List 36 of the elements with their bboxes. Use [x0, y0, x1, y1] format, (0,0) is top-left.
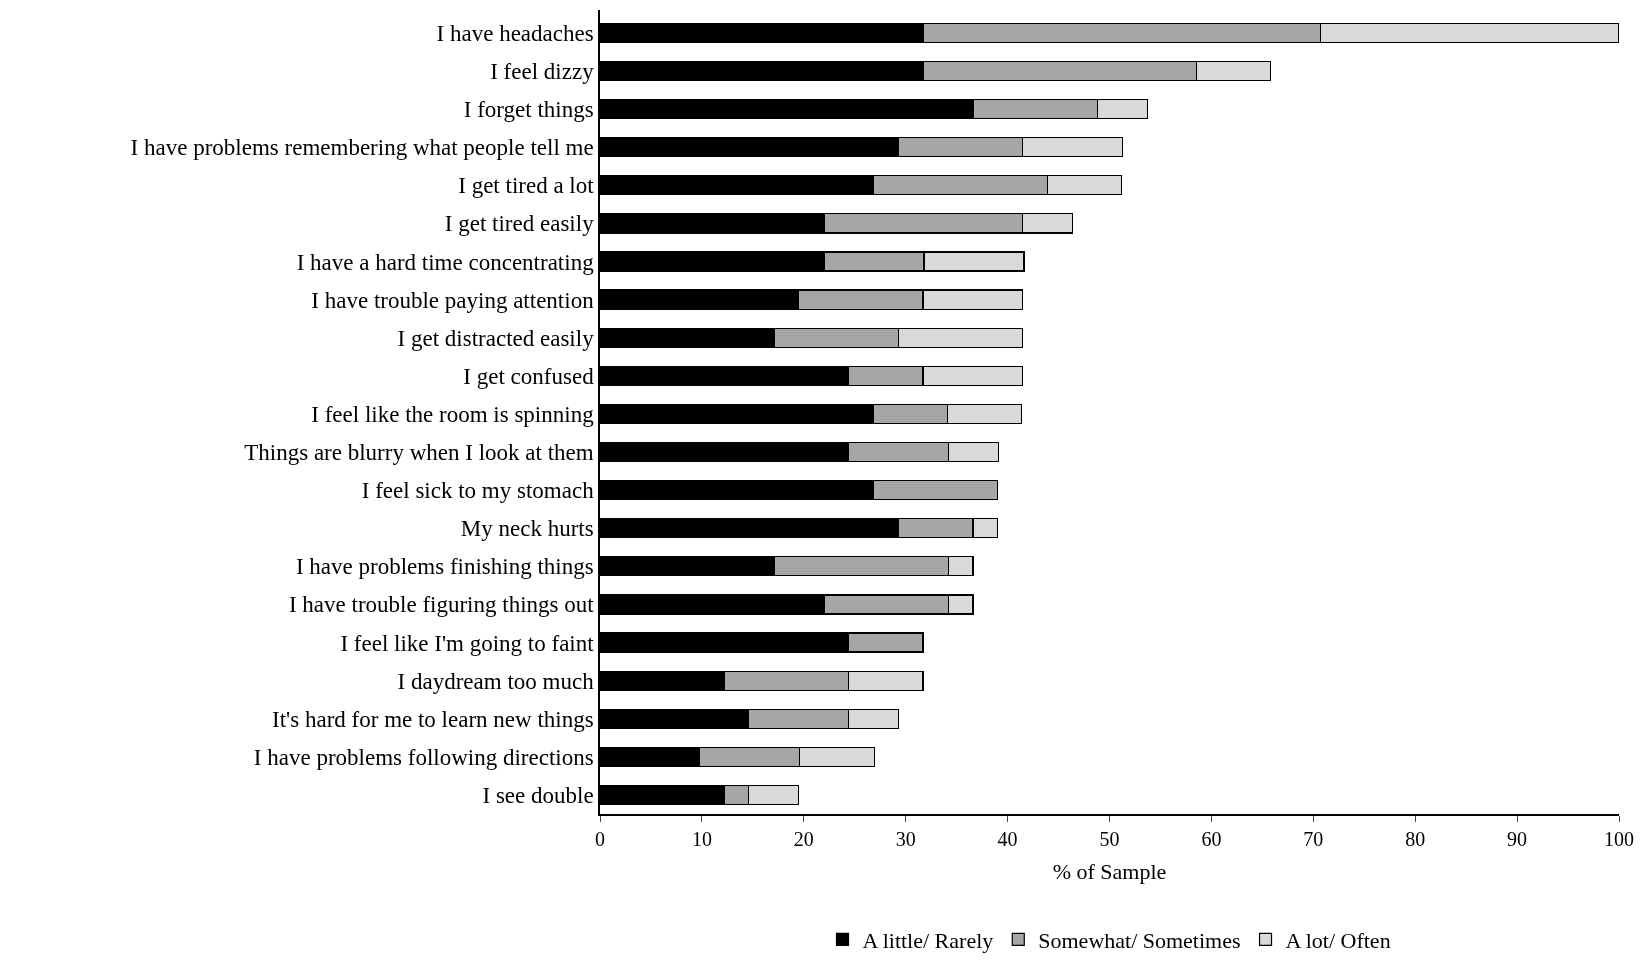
legend-label: Somewhat/ Sometimes [1038, 927, 1241, 953]
y-tick-label: I have trouble figuring things out [288, 592, 595, 618]
y-tick-label: I feel dizzy [490, 59, 595, 85]
y-tick-label: I feel sick to my stomach [361, 478, 595, 504]
x-tick-label: 70 [1303, 827, 1324, 850]
x-tick-label: 30 [895, 827, 916, 850]
y-tick-label: I forget things [463, 97, 594, 123]
x-tick-label: 90 [1507, 827, 1528, 850]
y-tick-label: I have a hard time concentrating [296, 249, 595, 275]
y-tick-label: I have problems following directions [253, 744, 594, 770]
y-tick-label: I get confused [463, 363, 595, 389]
y-tick-label: I have headaches [436, 20, 594, 46]
y-tick-label: I feel like I'm going to faint [340, 630, 595, 656]
y-tick-label: I see double [482, 783, 594, 808]
y-tick-label: It's hard for me to learn new things [272, 706, 594, 732]
x-tick-label: 100 [1604, 827, 1634, 850]
y-tick-label: I feel like the room is spinning [311, 401, 595, 427]
y-tick-label: I get distracted easily [397, 325, 595, 351]
y-tick-label: I have problems remembering what people tell me [130, 135, 594, 161]
legend-label: A lot/ Often [1285, 927, 1391, 953]
y-tick-label: I daydream too much [397, 668, 595, 694]
x-tick-label: 80 [1405, 827, 1426, 850]
y-tick-label: I have trouble paying attention [311, 287, 595, 313]
x-tick-label: 0 [595, 827, 605, 850]
x-tick-label: 10 [691, 827, 712, 850]
y-tick-label: I get tired easily [444, 211, 595, 237]
x-tick-label: 60 [1201, 827, 1222, 850]
x-tick-label: 20 [793, 827, 814, 850]
y-tick-label: I have problems finishing things [295, 554, 594, 580]
x-tick-label: 40 [997, 827, 1018, 850]
x-axis-title: % of Sample [1052, 859, 1167, 885]
x-tick-label: 50 [1099, 827, 1120, 850]
legend-label: A little/ Rarely [862, 927, 994, 953]
y-tick-label: I get tired a lot [458, 173, 595, 199]
y-tick-label: Things are blurry when I look at them [244, 440, 594, 466]
y-tick-label: My neck hurts [460, 516, 594, 542]
